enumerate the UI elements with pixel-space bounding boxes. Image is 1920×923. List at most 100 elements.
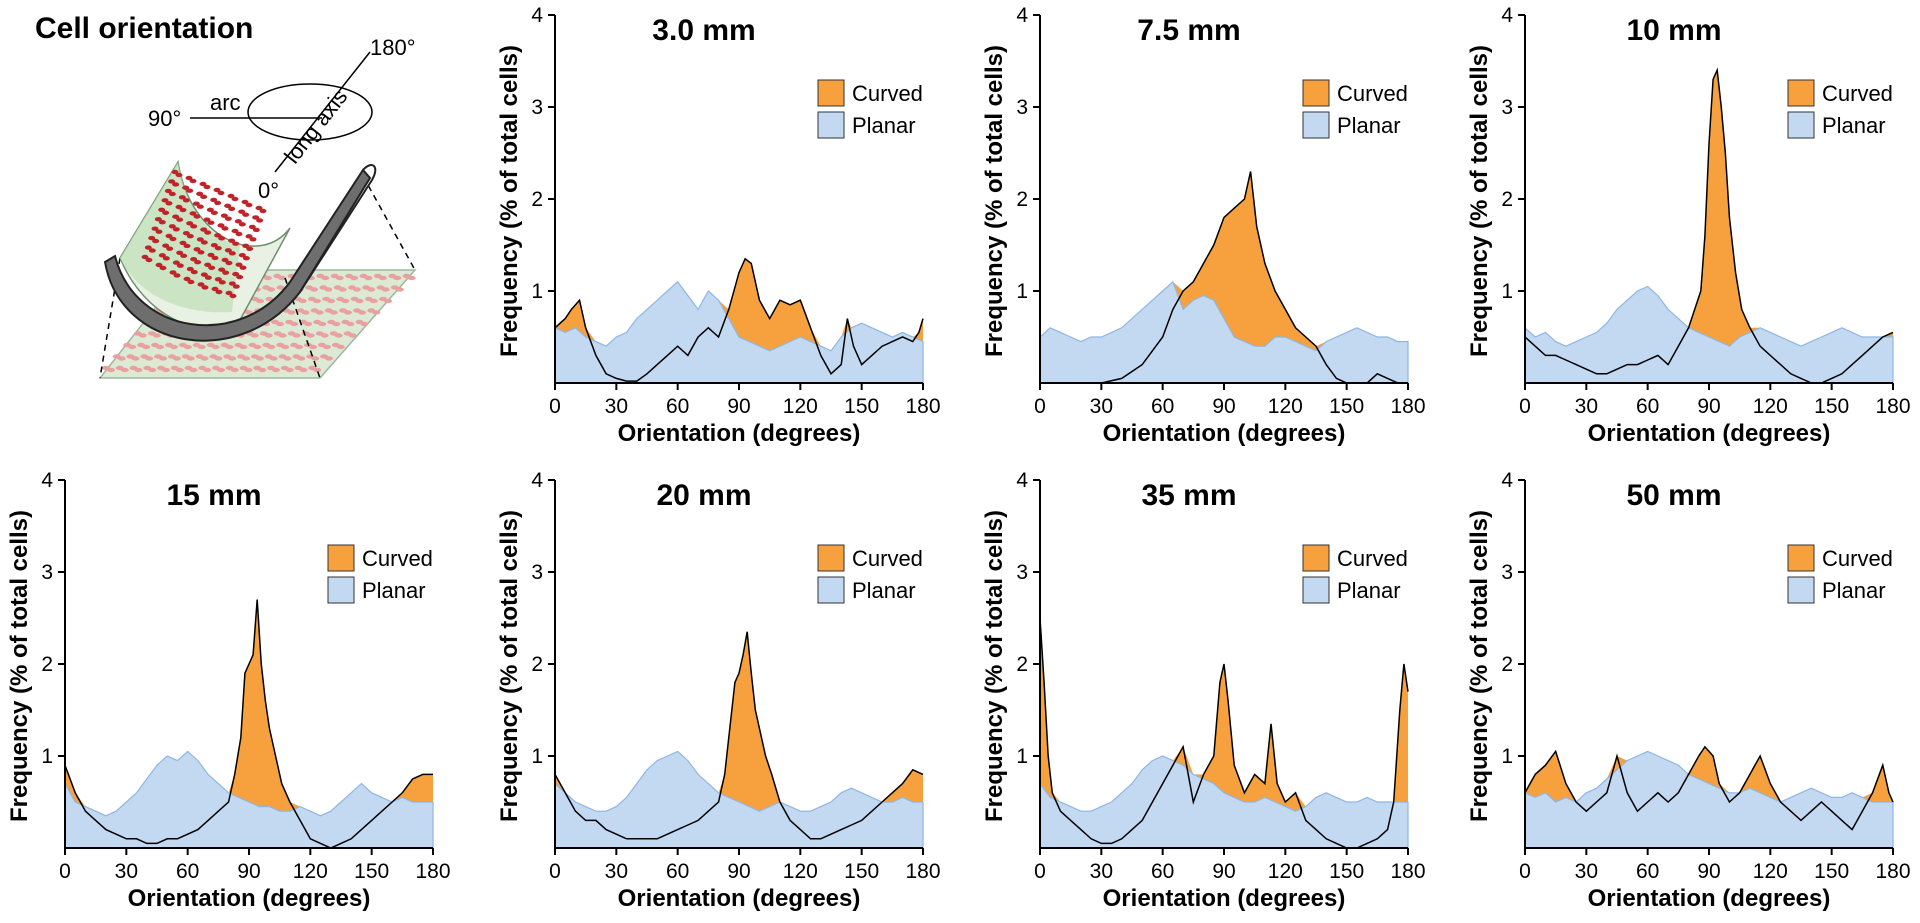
legend-label-planar: Planar <box>852 113 916 138</box>
x-axis-label: Orientation (degrees) <box>1588 885 1831 912</box>
planar-cell <box>315 331 329 338</box>
curved-cell <box>158 253 170 261</box>
x-tick-label: 0 <box>1034 860 1046 883</box>
x-tick-label: 0 <box>549 395 561 418</box>
x-tick-label: 120 <box>293 860 328 883</box>
planar-cell <box>178 342 192 350</box>
projection-line-left <box>99 257 121 379</box>
planar-area <box>554 750 924 849</box>
planar-cell <box>276 342 290 350</box>
x-tick-label: 30 <box>605 860 628 883</box>
planar-cell <box>350 296 364 304</box>
planar-cell <box>379 296 393 304</box>
planar-cell <box>206 342 220 350</box>
x-tick-label: 60 <box>666 860 689 883</box>
x-tick-label: 180 <box>1390 395 1425 418</box>
curved-area <box>1525 70 1893 383</box>
chart-panel: 1 2 3 4 0 30 60 90 120 150 180 7.5 mm Orientation (d… <box>981 4 1426 447</box>
curved-cell <box>238 209 250 217</box>
panel-title: 50 mm <box>1626 479 1721 512</box>
legend-swatch-curved <box>1787 544 1815 572</box>
x-tick-label: 120 <box>1753 395 1788 418</box>
legend-swatch-curved <box>817 544 845 572</box>
curved-cell <box>255 205 267 214</box>
y-tick-label: 4 <box>1501 469 1513 492</box>
planar-cell <box>320 354 334 361</box>
planar-cell <box>223 354 237 361</box>
curved-cell <box>220 213 232 221</box>
planar-cell <box>402 273 416 281</box>
y-tick-label: 2 <box>1501 188 1513 211</box>
planar-cell <box>390 285 404 292</box>
label-90-degrees: 90° <box>148 106 181 131</box>
curved-cell <box>186 266 198 275</box>
curved-cell-pattern <box>141 169 267 299</box>
x-tick-label: 90 <box>727 860 750 883</box>
panel-title: 7.5 mm <box>1137 14 1240 47</box>
planar-cell <box>327 319 341 327</box>
x-tick-label: 150 <box>844 860 879 883</box>
curved-cell <box>151 226 163 234</box>
x-tick-label: 90 <box>1697 860 1720 883</box>
planar-cell <box>280 365 294 373</box>
planar-cell <box>355 319 369 327</box>
planar-cell <box>267 365 280 373</box>
x-tick-label: 150 <box>1329 860 1364 883</box>
curved-cell <box>221 257 233 266</box>
panel-title: 3.0 mm <box>652 14 755 47</box>
curved-cell <box>196 237 208 245</box>
legend-label-curved: Curved <box>852 546 923 571</box>
curved-cell <box>168 179 180 187</box>
legend-label-planar: Planar <box>1822 113 1886 138</box>
curved-cell <box>225 290 237 299</box>
legend-label-curved: Curved <box>1337 546 1408 571</box>
planar-cell <box>296 308 310 315</box>
curved-cell <box>182 230 194 239</box>
curved-cell <box>169 270 181 278</box>
x-tick-label: 180 <box>1875 395 1910 418</box>
curved-cell <box>241 199 253 208</box>
y-tick-label: 2 <box>1501 653 1513 676</box>
curved-cell <box>189 211 201 219</box>
planar-area <box>1039 755 1409 849</box>
x-tick-label: 120 <box>783 860 818 883</box>
chart-panel: 1 2 3 4 0 30 60 90 120 150 180 35 mm Orientation (de… <box>981 469 1426 912</box>
x-tick-label: 90 <box>1212 395 1235 418</box>
y-tick-label: 2 <box>41 653 53 676</box>
curved-cell <box>210 242 222 251</box>
y-tick-label: 2 <box>1016 653 1028 676</box>
legend-swatch-curved <box>1302 544 1330 572</box>
planar-cell <box>271 319 285 327</box>
curved-cell <box>172 214 184 222</box>
curved-cell <box>217 223 229 231</box>
planar-cell <box>140 354 154 361</box>
label-arc: arc <box>210 90 241 115</box>
x-tick-label: 90 <box>1697 395 1720 418</box>
y-tick-label: 4 <box>531 469 543 492</box>
legend-swatch-curved <box>327 544 355 572</box>
planar-cell <box>333 285 347 292</box>
planar-cell <box>290 342 304 350</box>
curved-cell <box>165 233 177 242</box>
planar-cell <box>319 285 333 292</box>
curved-cell <box>200 227 212 235</box>
planar-cell <box>364 296 378 304</box>
curved-cell <box>252 215 264 223</box>
y-axis-label: Frequency (% of total cells) <box>981 510 1008 822</box>
planar-cell <box>123 342 137 350</box>
planar-cell <box>376 285 390 292</box>
planar-cell <box>133 331 147 338</box>
curved-cell <box>183 276 195 285</box>
planar-area <box>64 750 434 849</box>
planar-cell <box>192 342 206 350</box>
curved-sheet-edge <box>299 164 377 293</box>
legend-label-curved: Curved <box>1337 81 1408 106</box>
planar-cell <box>237 354 251 361</box>
curved-cell <box>218 267 230 275</box>
y-axis-label: Frequency (% of total cells) <box>1466 45 1493 357</box>
planar-cell <box>338 308 352 315</box>
planar-cell <box>278 354 292 361</box>
curved-cell <box>171 169 183 178</box>
projection-line-mid <box>284 277 321 379</box>
curved-cell <box>206 207 218 215</box>
